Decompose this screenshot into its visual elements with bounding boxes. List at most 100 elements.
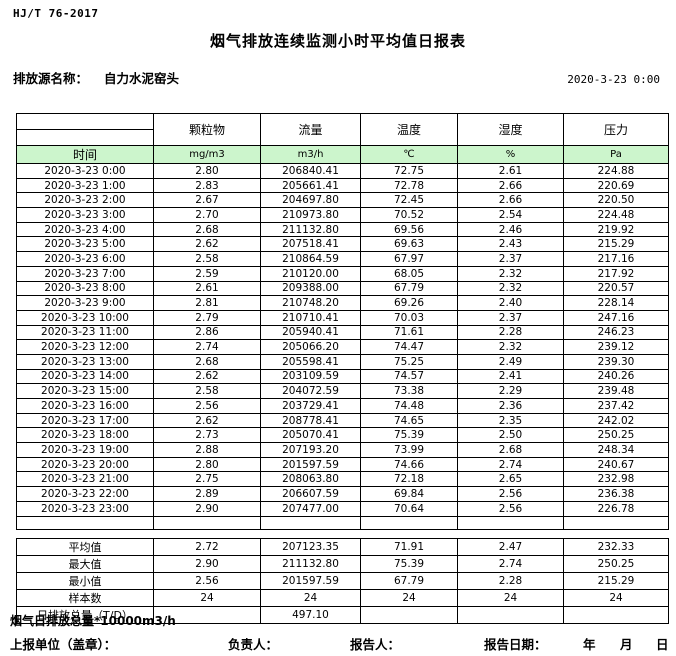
time-cell: 2020-3-23 1:00 (16, 177, 154, 194)
value-cell: 242.02 (563, 412, 669, 429)
column-header-temperature: 温度 (360, 113, 458, 146)
value-cell: 75.39 (360, 427, 458, 444)
table-row: 2020-3-23 1:00 2.83 205661.41 72.78 2.66 220.… (16, 177, 669, 194)
time-cell: 2020-3-23 11:00 (16, 324, 154, 341)
value-cell: 72.78 (360, 177, 458, 194)
value-cell: 74.57 (360, 368, 458, 385)
time-cell: 2020-3-23 23:00 (16, 500, 154, 517)
summary-label-cell: 样本数 (16, 589, 154, 607)
table-row: 2020-3-23 21:00 2.75 208063.80 72.18 2.65 232… (16, 471, 669, 488)
value-cell: 2.67 (153, 192, 261, 209)
time-cell: 2020-3-23 3:00 (16, 207, 154, 223)
summary-value-cell (457, 606, 564, 624)
summary-value-cell (563, 606, 669, 624)
value-cell: 201597.59 (260, 456, 361, 473)
summary-value-cell: 24 (360, 589, 458, 607)
value-cell: 224.48 (563, 207, 669, 223)
time-cell: 2020-3-23 19:00 (16, 442, 154, 458)
value-cell: 73.99 (360, 442, 458, 458)
value-cell: 217.92 (563, 265, 669, 282)
value-cell: 250.25 (563, 427, 669, 444)
value-cell: 215.29 (563, 236, 669, 253)
value-cell: 2.68 (153, 353, 261, 370)
table-row: 2020-3-23 0:00 2.80 206840.41 72.75 2.61 224.… (16, 163, 669, 179)
value-cell: 2.75 (153, 471, 261, 488)
summary-label-cell: 平均值 (16, 538, 154, 556)
table-row: 2020-3-23 11:00 2.86 205940.41 71.61 2.28 246… (16, 324, 669, 341)
value-cell: 2.37 (457, 309, 564, 326)
signature-line: 上报单位（盖章）： 负责人： 报告人： 报告日期： 年 月 日 (10, 634, 670, 652)
summary-value-cell: 24 (563, 589, 669, 607)
table-row: 2020-3-23 12:00 2.74 205066.20 74.47 2.32 239… (16, 339, 669, 355)
value-cell: 220.69 (563, 177, 669, 194)
value-cell: 207193.20 (260, 442, 361, 458)
summary-value-cell: 2.28 (457, 572, 564, 590)
value-cell: 2.49 (457, 353, 564, 370)
table-row: 2020-3-23 10:00 2.79 210710.41 70.03 2.37 247… (16, 309, 669, 326)
summary-value-cell: 24 (457, 589, 564, 607)
value-cell: 2.46 (457, 221, 564, 238)
summary-value-cell: 211132.80 (260, 555, 361, 573)
table-row: 2020-3-23 22:00 2.89 206607.59 69.84 2.56 236… (16, 486, 669, 502)
value-cell: 69.63 (360, 236, 458, 253)
value-cell: 2.83 (153, 177, 261, 194)
value-cell: 74.65 (360, 412, 458, 429)
value-cell: 240.26 (563, 368, 669, 385)
column-header-pm: 颗粒物 (153, 113, 261, 146)
value-cell: 2.62 (153, 412, 261, 429)
time-cell: 2020-3-23 15:00 (16, 383, 154, 399)
time-cell: 2020-3-23 7:00 (16, 265, 154, 282)
unit-flow: m3/h (260, 145, 361, 164)
empty-cell (260, 515, 361, 530)
time-cell: 2020-3-23 20:00 (16, 456, 154, 473)
table-row: 2020-3-23 5:00 2.62 207518.41 69.63 2.43 215.… (16, 236, 669, 253)
summary-row: 日排放总量（T/D） 497.10 (16, 606, 669, 624)
table-row: 2020-3-23 9:00 2.81 210748.20 69.26 2.40 228.… (16, 295, 669, 311)
summary-value-cell: 71.91 (360, 538, 458, 556)
value-cell: 70.03 (360, 309, 458, 326)
value-cell: 2.37 (457, 251, 564, 267)
value-cell: 2.61 (153, 280, 261, 297)
value-cell: 220.57 (563, 280, 669, 297)
report-date-label: 报告日期： (484, 637, 547, 652)
value-cell: 2.41 (457, 368, 564, 385)
value-cell: 2.32 (457, 280, 564, 297)
summary-value-cell: 232.33 (563, 538, 669, 556)
summary-value-cell: 2.56 (153, 572, 261, 590)
empty-cell (563, 515, 669, 530)
summary-label-cell: 最小值 (16, 572, 154, 590)
value-cell: 2.28 (457, 324, 564, 341)
value-cell: 204697.80 (260, 192, 361, 209)
summary-value-cell: 24 (153, 589, 261, 607)
value-cell: 2.43 (457, 236, 564, 253)
value-cell: 209388.00 (260, 280, 361, 297)
time-cell: 2020-3-23 2:00 (16, 192, 154, 209)
value-cell: 226.78 (563, 500, 669, 517)
value-cell: 2.74 (153, 339, 261, 355)
value-cell: 210973.80 (260, 207, 361, 223)
time-cell: 2020-3-23 22:00 (16, 486, 154, 502)
summary-label-cell: 日排放总量（T/D） (16, 606, 154, 624)
value-cell: 205070.41 (260, 427, 361, 444)
value-cell: 2.74 (457, 456, 564, 473)
value-cell: 2.59 (153, 265, 261, 282)
value-cell: 2.29 (457, 383, 564, 399)
summary-row: 最小值 2.56 201597.59 67.79 2.28 215.29 (16, 572, 669, 590)
time-cell: 2020-3-23 4:00 (16, 221, 154, 238)
value-cell: 72.18 (360, 471, 458, 488)
value-cell: 248.34 (563, 442, 669, 458)
value-cell: 207477.00 (260, 500, 361, 517)
value-cell: 246.23 (563, 324, 669, 341)
report-unit-label: 上报单位（盖章）： (10, 637, 117, 652)
value-cell: 69.56 (360, 221, 458, 238)
value-cell: 239.12 (563, 339, 669, 355)
value-cell: 2.40 (457, 295, 564, 311)
value-cell: 203109.59 (260, 368, 361, 385)
day-label: 日 (656, 637, 669, 652)
value-cell: 217.16 (563, 251, 669, 267)
table-row: 2020-3-23 16:00 2.56 203729.41 74.48 2.36 237… (16, 398, 669, 414)
corner-cell-top (16, 113, 154, 130)
table-row: 2020-3-23 13:00 2.68 205598.41 75.25 2.49 239… (16, 353, 669, 370)
value-cell: 211132.80 (260, 221, 361, 238)
standard-code: HJ/T 76-2017 (13, 7, 99, 20)
